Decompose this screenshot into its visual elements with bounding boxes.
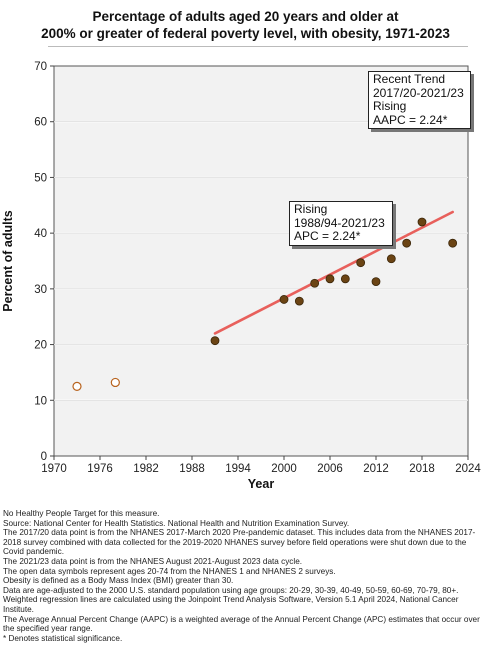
data-point bbox=[340, 274, 350, 284]
data-point bbox=[325, 274, 335, 284]
trend-line bbox=[213, 210, 454, 335]
y-tick-label: 50 bbox=[34, 172, 47, 184]
x-tick-label: 1994 bbox=[225, 463, 251, 475]
chart-title-line-1: Percentage of adults aged 20 years and o… bbox=[92, 9, 399, 24]
recent-trend-direction: Rising bbox=[373, 99, 407, 113]
x-tick-label: 1982 bbox=[133, 463, 159, 475]
data-point bbox=[294, 296, 304, 306]
obesity-chart: 0 10 20 30 40 50 60 70 1970 1976 1982 1988 1994 2000 2… bbox=[1, 61, 481, 491]
footnote: Source: National Center for Health Stati… bbox=[3, 518, 350, 528]
footnote: The 2017/20 data point is from the NHANE… bbox=[3, 528, 476, 557]
axis-ticks: 0 10 20 30 40 50 60 70 1970 1976 1982 1988 1994 2000 2… bbox=[34, 61, 481, 475]
footnote: Weighted regression lines are calculated… bbox=[3, 595, 459, 614]
x-tick-label: 1970 bbox=[41, 463, 67, 475]
x-tick-label: 2006 bbox=[317, 463, 343, 475]
y-tick-label: 70 bbox=[34, 61, 47, 73]
footnote: The open data symbols represent ages 20-… bbox=[3, 566, 336, 576]
data-point bbox=[417, 217, 427, 227]
y-tick-label: 40 bbox=[34, 228, 47, 240]
footnote: Obesity is defined as a Body Mass Index … bbox=[3, 576, 234, 586]
y-tick-label: 20 bbox=[34, 340, 47, 352]
recent-trend-aapc: AAPC = 2.24* bbox=[373, 112, 448, 127]
x-tick-label: 2024 bbox=[455, 463, 481, 475]
data-point bbox=[356, 258, 366, 268]
data-point bbox=[310, 278, 320, 288]
rising-trend-range: 1988/94-2021/23 bbox=[294, 215, 385, 230]
title-divider bbox=[48, 46, 468, 47]
grid-lines bbox=[54, 121, 468, 401]
footnote: * Denotes statistical significance. bbox=[3, 633, 123, 643]
x-tick-label: 2012 bbox=[363, 463, 389, 475]
footnotes: No Healthy People Target for this measur… bbox=[3, 509, 489, 643]
x-tick-label: 2000 bbox=[271, 463, 297, 475]
data-point bbox=[371, 277, 381, 287]
recent-trend-box: Recent Trend 2017/20-2021/23 Rising AAPC… bbox=[368, 71, 471, 129]
chart-title: Percentage of adults aged 20 years and o… bbox=[0, 8, 491, 42]
y-tick-label: 30 bbox=[34, 284, 47, 296]
open-data-point bbox=[110, 377, 120, 388]
y-tick-label: 10 bbox=[34, 395, 47, 407]
x-tick-label: 1988 bbox=[179, 463, 205, 475]
x-tick-label: 1976 bbox=[87, 463, 113, 475]
footnote: No Healthy People Target for this measur… bbox=[3, 509, 160, 518]
open-data-point bbox=[72, 381, 82, 391]
footnote: The 2021/23 data point is from the NHANE… bbox=[3, 556, 303, 566]
y-axis-title: Percent of adults bbox=[1, 210, 15, 311]
plot-area bbox=[53, 65, 469, 457]
footnote: The Average Annual Percent Change (AAPC)… bbox=[3, 614, 480, 634]
x-axis-title: Year bbox=[248, 477, 275, 491]
x-tick-label: 2018 bbox=[409, 463, 435, 475]
trend-line-group bbox=[213, 210, 454, 335]
y-tick-label: 60 bbox=[34, 117, 47, 129]
data-point bbox=[210, 336, 220, 346]
data-point bbox=[386, 254, 396, 264]
data-point bbox=[279, 295, 289, 304]
data-point bbox=[402, 238, 412, 248]
data-points bbox=[72, 217, 458, 391]
recent-trend-range: 2017/20-2021/23 bbox=[373, 85, 464, 100]
y-tick-label: 0 bbox=[41, 451, 47, 463]
rising-trend-box: Rising 1988/94-2021/23 APC = 2.24* bbox=[289, 201, 393, 246]
recent-trend-label: Recent Trend bbox=[373, 72, 446, 86]
data-point bbox=[448, 238, 458, 248]
footnote: Data are age-adjusted to the 2000 U.S. s… bbox=[3, 585, 459, 595]
rising-trend-apc: APC = 2.24* bbox=[294, 229, 361, 243]
rising-trend-direction: Rising bbox=[294, 202, 328, 216]
chart-title-line-2: 200% or greater of federal poverty level… bbox=[41, 26, 450, 41]
